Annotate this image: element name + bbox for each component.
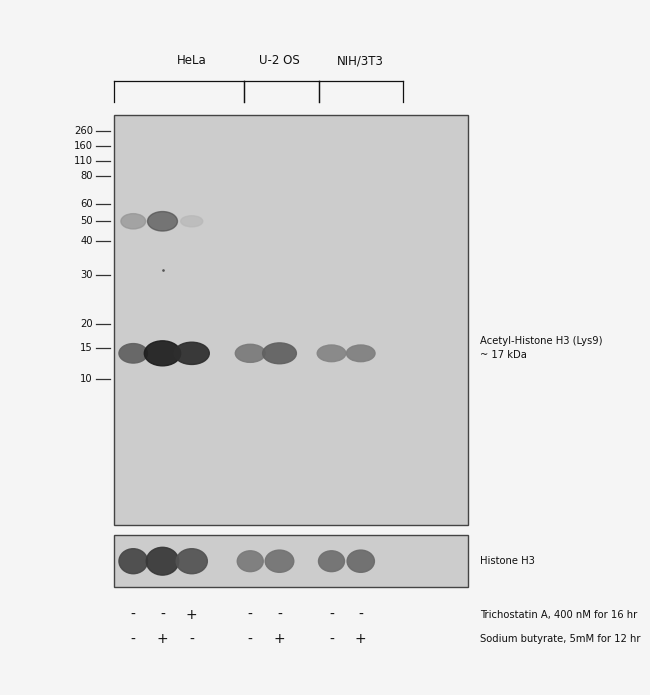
Text: 20: 20 <box>81 319 93 329</box>
Ellipse shape <box>181 215 203 227</box>
Ellipse shape <box>146 548 179 575</box>
Ellipse shape <box>235 344 265 362</box>
Text: 260: 260 <box>74 126 93 136</box>
Ellipse shape <box>346 345 375 361</box>
Text: NIH/3T3: NIH/3T3 <box>337 54 384 67</box>
Text: -: - <box>189 632 194 646</box>
Ellipse shape <box>144 341 181 366</box>
Text: +: + <box>157 632 168 646</box>
Ellipse shape <box>176 549 207 574</box>
Ellipse shape <box>265 550 294 573</box>
Ellipse shape <box>119 549 148 574</box>
Text: Histone H3: Histone H3 <box>480 556 534 566</box>
Text: -: - <box>329 632 334 646</box>
Ellipse shape <box>237 550 263 571</box>
Text: +: + <box>274 632 285 646</box>
Ellipse shape <box>119 343 148 363</box>
Text: +: + <box>186 608 198 622</box>
Text: -: - <box>131 632 136 646</box>
Text: +: + <box>355 632 367 646</box>
Text: 15: 15 <box>80 343 93 353</box>
Bar <box>114 115 468 525</box>
Ellipse shape <box>174 342 209 364</box>
Text: Sodium butyrate, 5mM for 12 hr: Sodium butyrate, 5mM for 12 hr <box>480 635 640 644</box>
Ellipse shape <box>318 550 344 571</box>
Text: -: - <box>248 608 253 622</box>
Ellipse shape <box>263 343 296 363</box>
Text: 60: 60 <box>81 199 93 209</box>
Text: Trichostatin A, 400 nM for 16 hr: Trichostatin A, 400 nM for 16 hr <box>480 610 637 620</box>
Text: Acetyl-Histone H3 (Lys9)
~ 17 kDa: Acetyl-Histone H3 (Lys9) ~ 17 kDa <box>480 336 602 360</box>
Text: 40: 40 <box>81 236 93 245</box>
Ellipse shape <box>317 345 346 361</box>
Ellipse shape <box>121 213 146 229</box>
Text: -: - <box>248 632 253 646</box>
Text: HeLa: HeLa <box>177 54 207 67</box>
Text: -: - <box>358 608 363 622</box>
Text: 50: 50 <box>81 216 93 227</box>
Text: -: - <box>131 608 136 622</box>
Text: 30: 30 <box>81 270 93 279</box>
Text: 160: 160 <box>74 141 93 152</box>
Text: 80: 80 <box>81 171 93 181</box>
Text: -: - <box>329 608 334 622</box>
Text: -: - <box>160 608 165 622</box>
Text: 10: 10 <box>81 374 93 384</box>
Bar <box>114 535 468 587</box>
Text: U-2 OS: U-2 OS <box>259 54 300 67</box>
Ellipse shape <box>347 550 374 573</box>
Ellipse shape <box>148 211 177 231</box>
Text: 110: 110 <box>74 156 93 166</box>
Text: -: - <box>277 608 282 622</box>
